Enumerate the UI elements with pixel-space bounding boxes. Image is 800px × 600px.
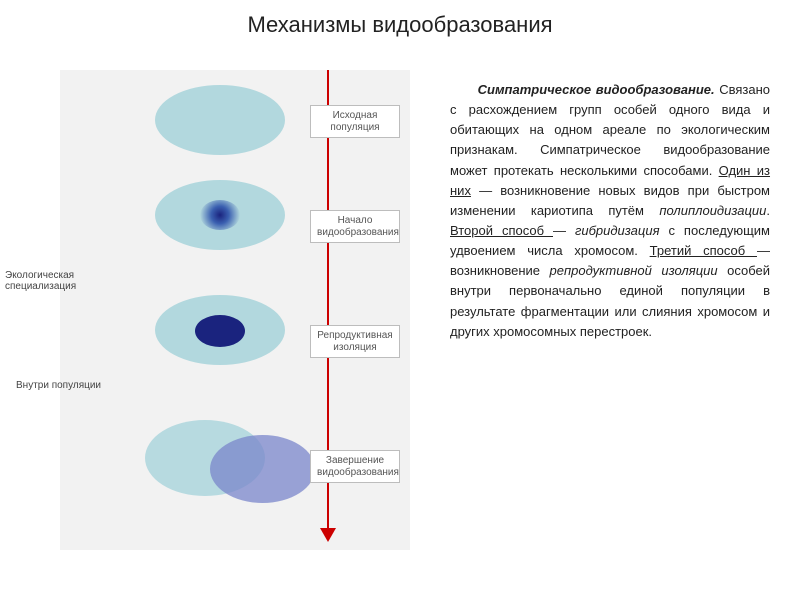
diagram-panel: Исходная популяция Начало видообразовани… [60, 70, 410, 550]
stage4-label: Завершение видообразования [310, 450, 400, 483]
paragraph-span-3: полиплоидизации [659, 203, 766, 218]
paragraph-span-7: гибридизация [575, 223, 660, 238]
stage3-inner-ellipse [195, 315, 245, 347]
paragraph-span-5: Второй способ [450, 223, 553, 238]
timeline-arrow-head [320, 528, 336, 542]
stage1-label: Исходная популяция [310, 105, 400, 138]
description-paragraph: Симпатрическое видообразование. Связано … [450, 80, 770, 342]
side-label-within-population: Внутри популяции [16, 380, 136, 391]
paragraph-span-9: Третий способ [650, 243, 757, 258]
stage2-label: Начало видообразования [310, 210, 400, 243]
paragraph-span-11: репродуктивной изоляции [550, 263, 718, 278]
paragraph-lead: Симпатрическое видообразование. [450, 82, 715, 97]
page-title: Механизмы видообразования [0, 12, 800, 38]
stage3-label: Репродуктивная изоляция [310, 325, 400, 358]
stage1-ellipse [155, 85, 285, 155]
paragraph-span-6: — [553, 223, 575, 238]
stage4-ellipse-b [210, 435, 315, 503]
side-label-ecological: Экологическая специализация [5, 270, 125, 292]
paragraph-span-4: . [766, 203, 770, 218]
paragraph-text: Симпатрическое видообразование. Связано … [450, 80, 770, 342]
stage2-inner-ellipse [200, 200, 240, 230]
